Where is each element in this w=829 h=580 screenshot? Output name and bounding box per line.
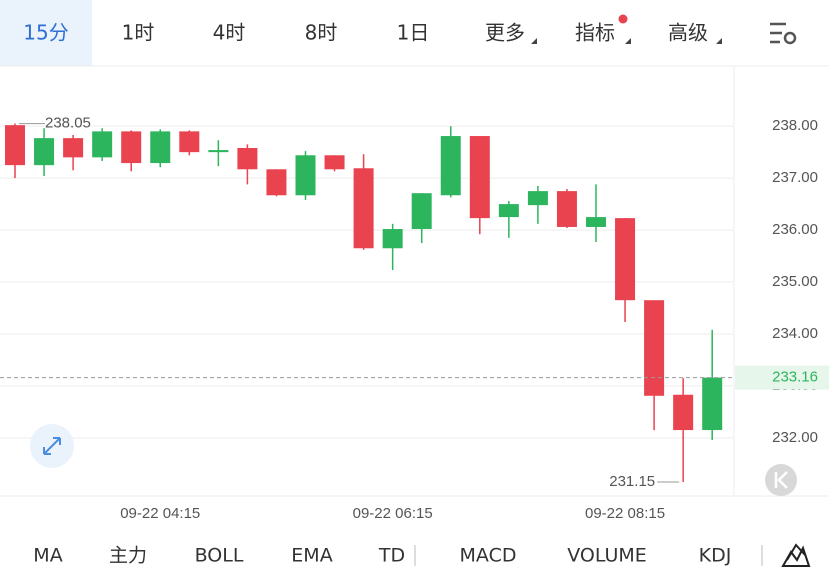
- min-label: 231.15: [609, 473, 655, 490]
- candle-body: [179, 131, 200, 153]
- tab[interactable]: 1日: [397, 21, 430, 45]
- tab[interactable]: 8时: [305, 21, 338, 45]
- candle-body: [266, 169, 287, 196]
- candle-body: [237, 147, 258, 170]
- y-tick-label: 232.00: [772, 429, 818, 446]
- candle-body: [150, 131, 171, 164]
- x-tick-label: 09-22 04:15: [120, 505, 200, 522]
- candle-body: [353, 168, 374, 249]
- plot: [0, 123, 734, 483]
- last-price-label: 233.16: [772, 369, 818, 386]
- indicator-tab[interactable]: MA: [33, 545, 62, 567]
- candle-body: [295, 155, 316, 196]
- indicator-tab[interactable]: KDJ: [699, 545, 732, 567]
- chart-style-icon[interactable]: [781, 543, 811, 567]
- dropdown-arrow: [625, 38, 631, 44]
- expand-icon: [43, 437, 61, 455]
- candle-body: [556, 191, 577, 227]
- candle-body: [63, 138, 84, 158]
- tab[interactable]: 4时: [213, 21, 246, 45]
- candle-body: [644, 300, 665, 396]
- scroll-latest-button[interactable]: [765, 464, 797, 496]
- y-tick-label: 237.00: [772, 169, 818, 186]
- settings-icon[interactable]: [770, 22, 786, 44]
- tab[interactable]: 15分: [23, 21, 68, 45]
- candle-body: [5, 125, 25, 166]
- tab[interactable]: 更多: [485, 21, 525, 45]
- y-tick-label: 235.00: [772, 273, 818, 290]
- indicator-tab[interactable]: TD: [378, 545, 405, 567]
- dropdown-arrow: [716, 38, 722, 44]
- y-tick-label: 238.00: [772, 117, 818, 134]
- indicator-tab[interactable]: 主力: [109, 545, 147, 567]
- candle-body: [382, 229, 403, 249]
- indicator-tab[interactable]: EMA: [291, 545, 332, 567]
- last-price-tag: [735, 365, 829, 390]
- candle-body: [527, 191, 548, 206]
- y-tick-label: 234.00: [772, 325, 818, 342]
- candle-body: [615, 218, 636, 301]
- tab[interactable]: 指标: [575, 21, 615, 45]
- x-tick-label: 09-22 06:15: [353, 505, 433, 522]
- candle-body: [440, 136, 461, 196]
- indicator-tab[interactable]: VOLUME: [567, 545, 647, 567]
- candle-body: [92, 131, 113, 158]
- candle-body: [586, 217, 606, 227]
- candle-body: [411, 193, 432, 230]
- candle-body: [469, 136, 490, 219]
- candle-body: [121, 131, 142, 164]
- indicator-tab[interactable]: MACD: [460, 545, 517, 567]
- candle-body: [702, 377, 723, 431]
- candle-body: [34, 138, 55, 166]
- candle-body: [673, 394, 694, 431]
- tab[interactable]: 1时: [122, 21, 155, 45]
- tab[interactable]: 高级: [668, 21, 708, 45]
- candle-body: [324, 155, 345, 170]
- dropdown-arrow: [531, 38, 537, 44]
- x-tick-label: 09-22 08:15: [585, 505, 665, 522]
- max-label: 238.05: [45, 115, 91, 132]
- candle-body: [208, 150, 229, 153]
- notification-dot: [618, 14, 628, 24]
- y-tick-label: 236.00: [772, 221, 818, 238]
- settings-icon: [783, 31, 797, 45]
- candle-body: [498, 204, 519, 218]
- active-tab-bg: [0, 0, 92, 66]
- indicator-tab[interactable]: BOLL: [195, 545, 244, 567]
- icon: [774, 471, 788, 489]
